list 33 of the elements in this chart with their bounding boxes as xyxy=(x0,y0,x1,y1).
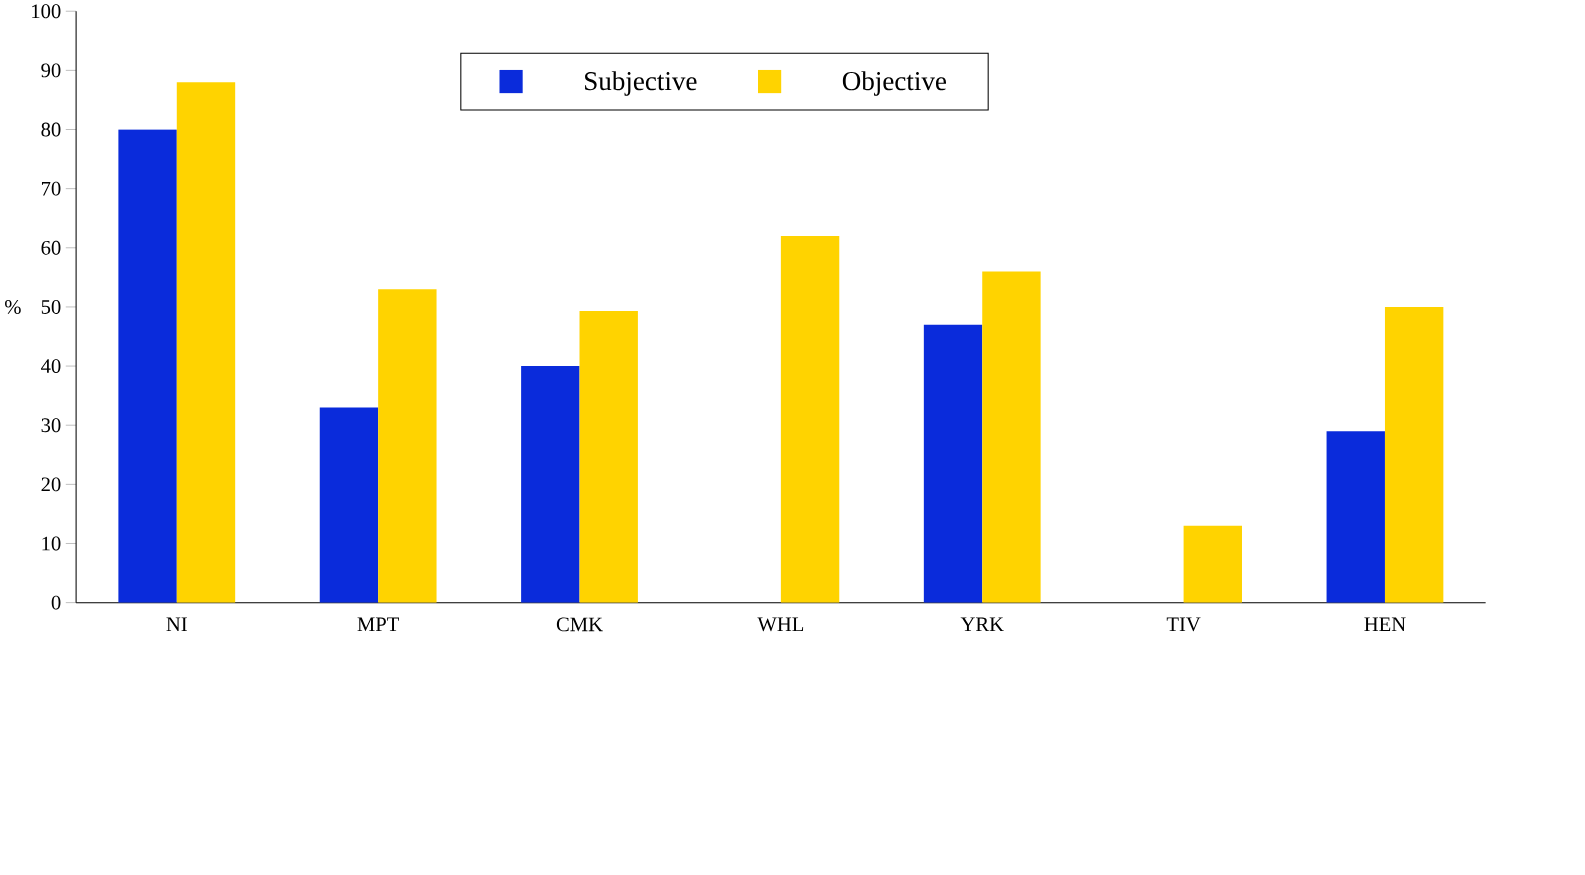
y-tick-label: 20 xyxy=(41,477,61,492)
x-tick-label: WHL xyxy=(757,617,804,632)
y-axis-title: % xyxy=(5,300,21,315)
legend-label: Subjective xyxy=(585,71,697,96)
bar xyxy=(579,311,638,603)
x-tick-label: YRK xyxy=(960,617,1004,632)
bar xyxy=(521,366,580,603)
y-tick-label: 80 xyxy=(41,122,61,137)
bar xyxy=(923,324,983,603)
y-tick-label: 40 xyxy=(41,359,61,374)
x-tick-label: NI xyxy=(166,617,187,632)
y-tick-label: 70 xyxy=(41,181,61,196)
bar xyxy=(378,289,437,603)
bar xyxy=(1183,525,1242,603)
y-tick-label: 100 xyxy=(32,4,61,19)
y-tick-label: 10 xyxy=(42,536,61,551)
x-tick-label: CMK xyxy=(556,617,603,632)
bar xyxy=(118,129,177,603)
y-tick-label: 30 xyxy=(41,418,61,433)
legend-label: Objective xyxy=(842,71,947,96)
bar xyxy=(780,236,840,603)
x-tick-label: TIV xyxy=(1166,617,1201,632)
y-tick-label: 60 xyxy=(41,241,61,255)
y-tick-label: 50 xyxy=(41,300,61,315)
bar xyxy=(1384,307,1444,603)
bar xyxy=(1326,431,1385,603)
y-tick-label: 90 xyxy=(41,63,61,78)
y-tick-label: 0 xyxy=(51,595,61,610)
bar xyxy=(176,82,236,603)
bar xyxy=(319,407,379,603)
x-tick-label: MPT xyxy=(357,617,399,632)
bar xyxy=(982,271,1041,603)
x-tick-label: HEN xyxy=(1364,617,1406,632)
